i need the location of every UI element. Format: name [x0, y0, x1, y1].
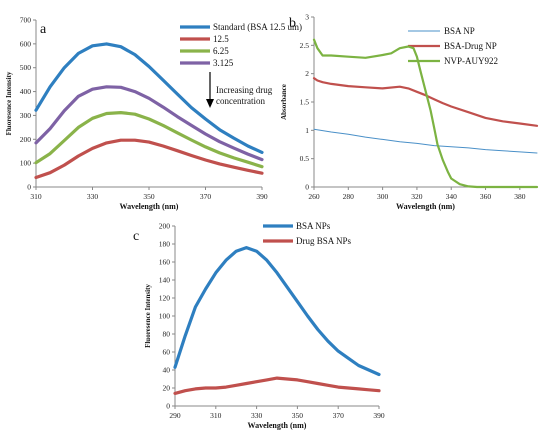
- annotation-text: Increasing drug: [216, 85, 273, 95]
- y-axis-label: Absorbance: [280, 84, 288, 120]
- y-tick-label: 140: [159, 276, 171, 285]
- x-tick-label: 330: [251, 411, 263, 420]
- y-tick-label: 100: [20, 159, 32, 168]
- y-tick-label: 40: [163, 366, 171, 375]
- legend-label: Standard (BSA 12.5 um): [213, 22, 302, 32]
- x-tick-label: 350: [292, 411, 304, 420]
- y-tick-label: 0.5: [300, 154, 310, 163]
- panel-label: b: [289, 16, 296, 31]
- x-axis-label: Wavelength (nm): [120, 202, 179, 211]
- y-tick-label: 60: [163, 348, 171, 357]
- panel-b: 0 0.5 1 1.5 2 2.5 3 260 280 300 320 340 360 380 Wavele…: [280, 13, 539, 211]
- legend-label: BSA NP: [444, 26, 475, 36]
- series-line: [173, 376, 381, 395]
- series-1: [312, 77, 539, 127]
- legend-label: 3.125: [213, 58, 234, 68]
- x-tick-label: 340: [446, 192, 458, 201]
- y-tick-label: 700: [20, 16, 32, 25]
- panel-label: a: [40, 22, 47, 37]
- y-tick-label: 0: [305, 183, 309, 192]
- series-1: [34, 138, 264, 180]
- x-tick-label: 310: [210, 411, 222, 420]
- legend-label: Drug BSA NPs: [296, 236, 352, 246]
- legend-label: 6.25: [213, 46, 229, 56]
- y-tick-label: 300: [20, 111, 32, 120]
- y-axis-label: Fluoresence Intensity: [144, 284, 152, 348]
- y-tick-label: 180: [159, 240, 171, 249]
- annotation-text: concentration: [216, 96, 265, 106]
- x-tick-label: 310: [30, 192, 42, 201]
- y-tick-label: 600: [20, 39, 32, 48]
- y-tick-label: 0: [166, 402, 170, 411]
- annotation-arrow-head: [206, 99, 214, 108]
- series-line: [34, 85, 264, 162]
- series-2: [34, 111, 264, 169]
- series-line: [34, 111, 264, 169]
- legend-label: BSA-Drug NP: [444, 41, 497, 51]
- x-tick-label: 380: [514, 192, 526, 201]
- x-tick-label: 370: [333, 411, 345, 420]
- series-line: [34, 42, 264, 154]
- x-tick-label: 320: [411, 192, 423, 201]
- series-0: [34, 42, 264, 154]
- y-tick-label: 0: [27, 183, 31, 192]
- series-line: [313, 128, 538, 154]
- y-tick-label: 120: [159, 294, 171, 303]
- y-axis-label: Fluoresence Intensity: [5, 71, 13, 135]
- series-2: [312, 38, 539, 189]
- y-tick-label: 200: [20, 135, 32, 144]
- x-tick-label: 300: [377, 192, 389, 201]
- y-tick-label: 200: [159, 222, 171, 231]
- y-tick-label: 500: [20, 63, 32, 72]
- y-tick-label: 400: [20, 87, 32, 96]
- series-0: [313, 128, 538, 154]
- series-line: [312, 38, 539, 189]
- series-line: [173, 246, 381, 377]
- y-tick-label: 2: [305, 69, 309, 78]
- series-1: [173, 376, 381, 395]
- x-tick-label: 290: [169, 411, 181, 420]
- x-tick-label: 280: [343, 192, 355, 201]
- y-tick-label: 1: [305, 126, 309, 135]
- legend-label: BSA NPs: [296, 221, 331, 231]
- y-tick-label: 2.5: [300, 41, 310, 50]
- y-tick-label: 100: [159, 312, 171, 321]
- x-tick-label: 330: [87, 192, 99, 201]
- x-tick-label: 260: [308, 192, 320, 201]
- x-tick-label: 390: [256, 192, 268, 201]
- y-tick-label: 1.5: [300, 98, 310, 107]
- series-3: [34, 85, 264, 162]
- x-tick-label: 390: [373, 411, 385, 420]
- legend-label: NVP-AUY922: [444, 56, 498, 66]
- panel-label: c: [133, 229, 139, 244]
- series-line: [312, 77, 539, 127]
- legend-label: 12.5: [213, 34, 229, 44]
- panel-c: 0 20 40 60 80 100 120 140 160 180 200 290 310 330 350 3…: [133, 221, 385, 430]
- y-tick-label: 20: [163, 384, 171, 393]
- x-tick-label: 360: [480, 192, 492, 201]
- y-tick-label: 80: [163, 330, 171, 339]
- y-tick-label: 3: [305, 13, 309, 22]
- series-0: [173, 246, 381, 377]
- x-tick-label: 350: [143, 192, 155, 201]
- y-tick-label: 160: [159, 258, 171, 267]
- x-axis-label: Wavelength (nm): [396, 202, 455, 211]
- x-axis-label: Wavelength (nm): [248, 421, 307, 430]
- panel-a: 0 100 200 300 400 500 600 700 310 330 350 370 390 Wav…: [5, 16, 302, 212]
- series-line: [34, 138, 264, 180]
- x-tick-label: 370: [200, 192, 212, 201]
